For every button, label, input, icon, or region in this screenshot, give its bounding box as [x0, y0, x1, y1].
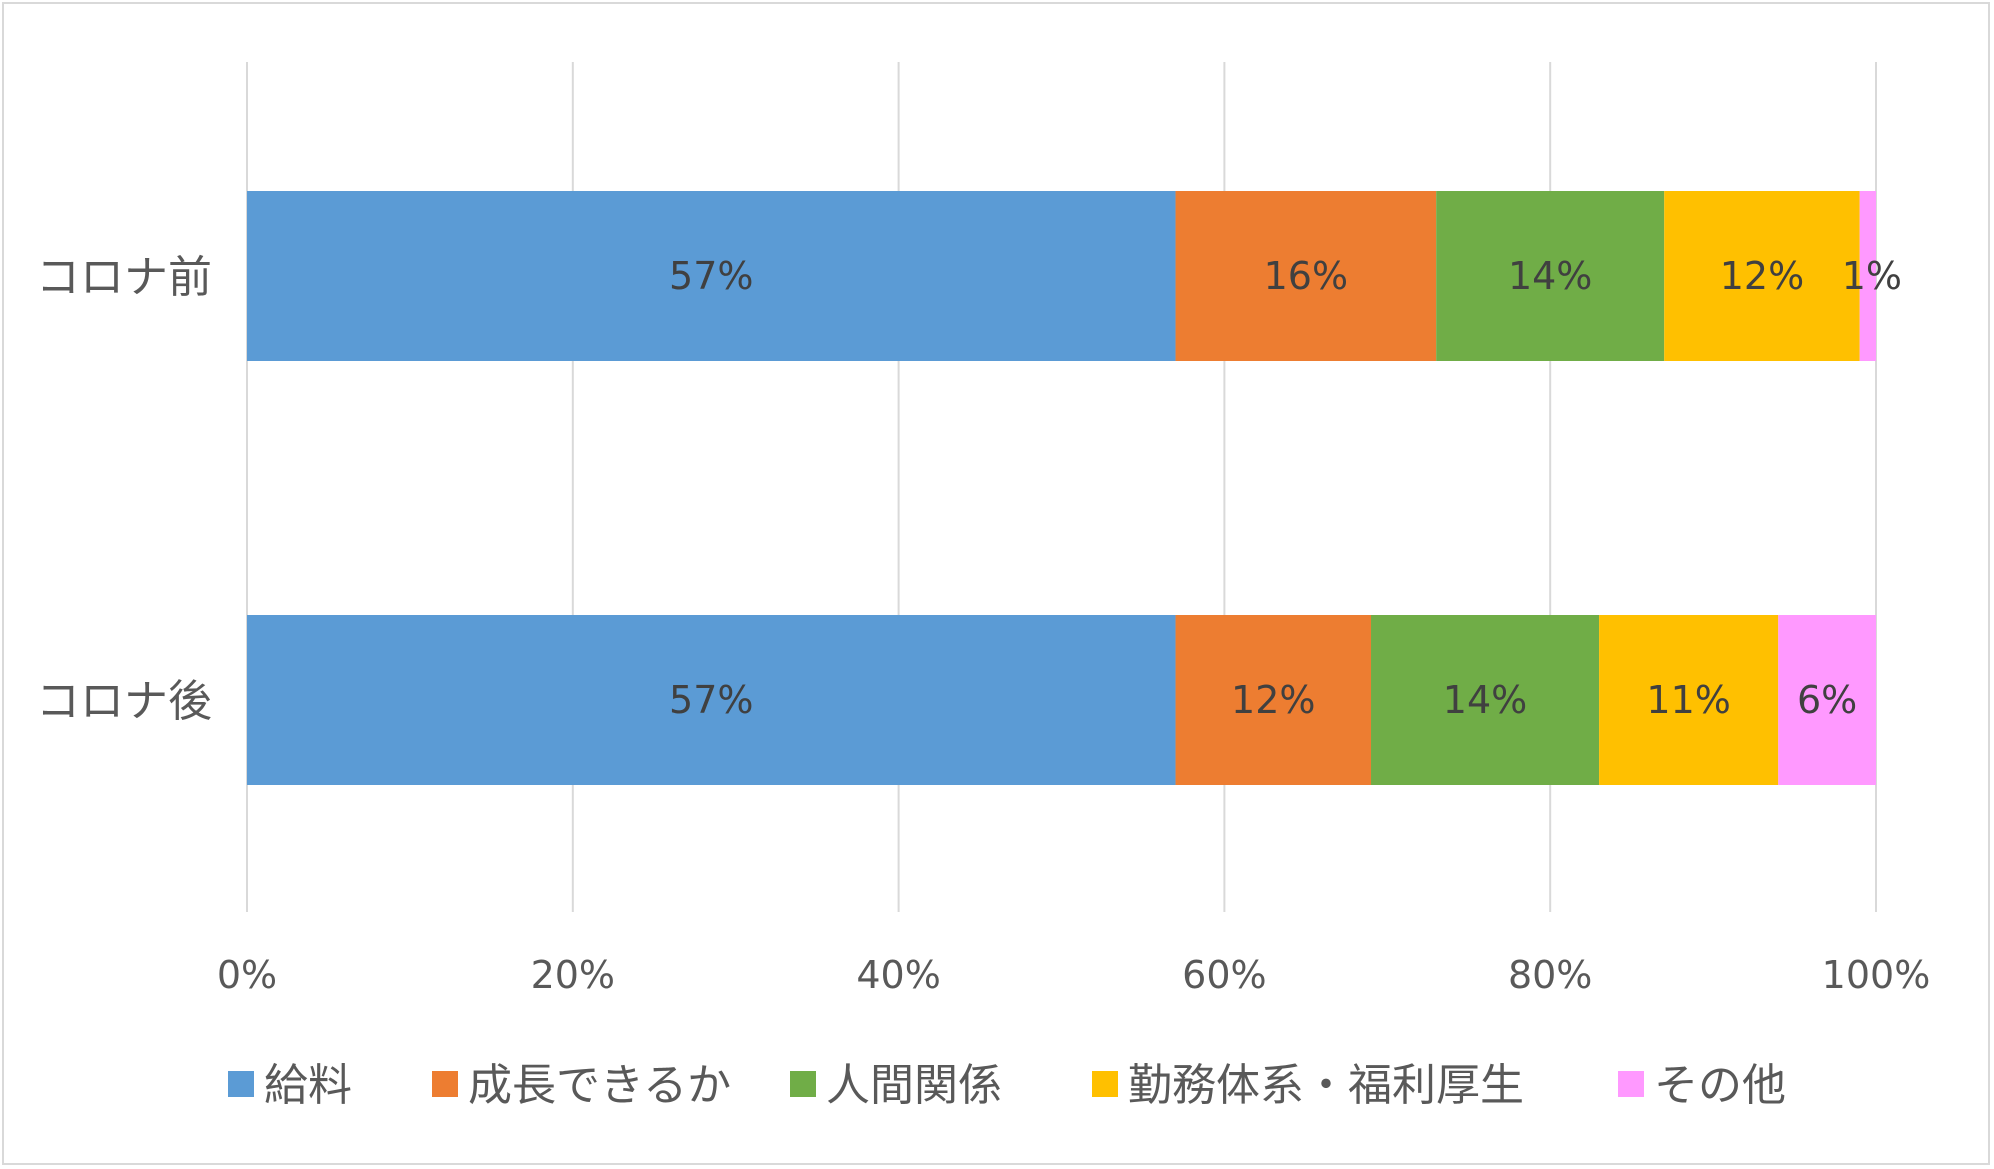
legend-swatch	[1092, 1071, 1118, 1097]
legend-label: 給料	[264, 1060, 352, 1111]
data-label: 11%	[1646, 678, 1730, 722]
data-label: 14%	[1508, 254, 1592, 298]
data-labels: 57% 16% 14% 12% 1% 57% 12% 14% 11% 6%	[669, 254, 1902, 722]
legend-label: 成長できるか	[468, 1060, 731, 1111]
legend-label: 人間関係	[826, 1060, 1002, 1111]
legend-swatch	[432, 1071, 458, 1097]
bar-segment	[1859, 191, 1876, 361]
bar-segment	[1175, 615, 1372, 785]
bar-segment	[1599, 615, 1779, 785]
bar-segment	[1175, 191, 1437, 361]
bar-segment	[1778, 615, 1876, 785]
data-label: 6%	[1797, 678, 1857, 722]
legend-swatch	[1618, 1071, 1644, 1097]
bars	[247, 191, 1876, 785]
bar-segment	[1371, 615, 1600, 785]
data-label: 14%	[1443, 678, 1527, 722]
x-tick-label: 60%	[1182, 953, 1266, 997]
x-axis-tick-labels: 0% 20% 40% 60% 80% 100%	[217, 953, 1930, 997]
legend-label: 勤務体系・福利厚生	[1128, 1060, 1524, 1111]
bar-segment	[1436, 191, 1665, 361]
category-label: コロナ前	[36, 252, 212, 303]
x-tick-label: 80%	[1508, 953, 1592, 997]
legend: 給料 成長できるか 人間関係 勤務体系・福利厚生 その他	[228, 1060, 1786, 1111]
data-label: 57%	[669, 254, 753, 298]
data-label: 12%	[1231, 678, 1315, 722]
data-label: 57%	[669, 678, 753, 722]
legend-label: その他	[1654, 1060, 1786, 1111]
bar-segment	[1664, 191, 1860, 361]
x-tick-label: 100%	[1822, 953, 1931, 997]
category-label: コロナ後	[36, 676, 212, 727]
data-label: 1%	[1842, 254, 1902, 298]
bar-segment	[247, 191, 1176, 361]
x-tick-label: 20%	[531, 953, 615, 997]
data-label: 16%	[1264, 254, 1348, 298]
legend-swatch	[228, 1071, 254, 1097]
bar-segment	[247, 615, 1176, 785]
legend-swatch	[790, 1071, 816, 1097]
data-label: 12%	[1720, 254, 1804, 298]
x-tick-label: 40%	[856, 953, 940, 997]
x-tick-label: 0%	[217, 953, 277, 997]
